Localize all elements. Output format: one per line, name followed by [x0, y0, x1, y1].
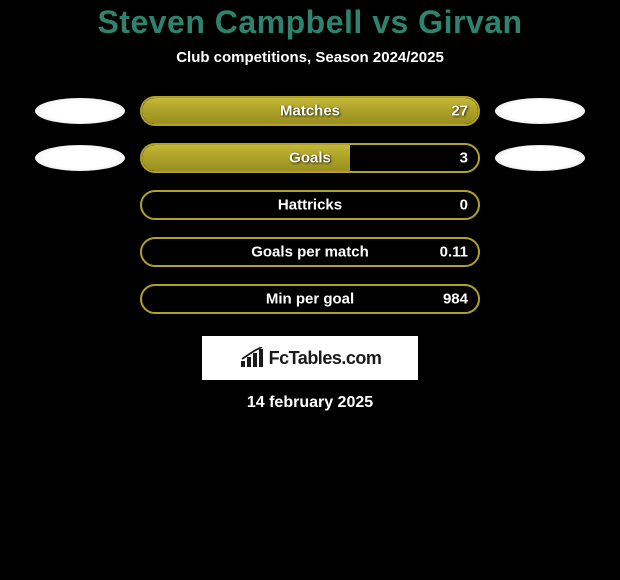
stat-bar: Goals 3	[140, 143, 480, 173]
brand-logo: FcTables.com	[202, 336, 418, 380]
stat-bar: Hattricks 0	[140, 190, 480, 220]
page-title: Steven Campbell vs Girvan	[0, 4, 620, 41]
stat-row: Hattricks 0	[0, 190, 620, 220]
stat-row: Goals per match 0.11	[0, 237, 620, 267]
stat-bar: Min per goal 984	[140, 284, 480, 314]
stat-label: Goals	[289, 150, 331, 167]
stat-row: Matches 27	[0, 96, 620, 126]
stat-value: 27	[451, 103, 468, 120]
brand-name: FcTables.com	[269, 348, 382, 369]
stat-label: Hattricks	[278, 197, 342, 214]
date-label: 14 february 2025	[0, 394, 620, 412]
stat-bar: Goals per match 0.11	[140, 237, 480, 267]
chart-icon	[239, 347, 265, 369]
stat-value: 3	[460, 150, 468, 167]
stat-value: 0.11	[440, 244, 468, 261]
left-ellipse-icon	[35, 98, 125, 124]
infographic-container: Steven Campbell vs Girvan Club competiti…	[0, 0, 620, 412]
stat-label: Goals per match	[251, 244, 369, 261]
stat-label: Matches	[280, 103, 340, 120]
page-subtitle: Club competitions, Season 2024/2025	[0, 49, 620, 66]
right-ellipse-icon	[495, 98, 585, 124]
stat-value: 984	[443, 291, 468, 308]
right-ellipse-icon	[495, 145, 585, 171]
stats-list: Matches 27 Goals 3 Hattricks 0	[0, 96, 620, 314]
stat-label: Min per goal	[266, 291, 354, 308]
stat-row: Min per goal 984	[0, 284, 620, 314]
stat-row: Goals 3	[0, 143, 620, 173]
left-ellipse-icon	[35, 145, 125, 171]
stat-bar: Matches 27	[140, 96, 480, 126]
stat-value: 0	[460, 197, 468, 214]
